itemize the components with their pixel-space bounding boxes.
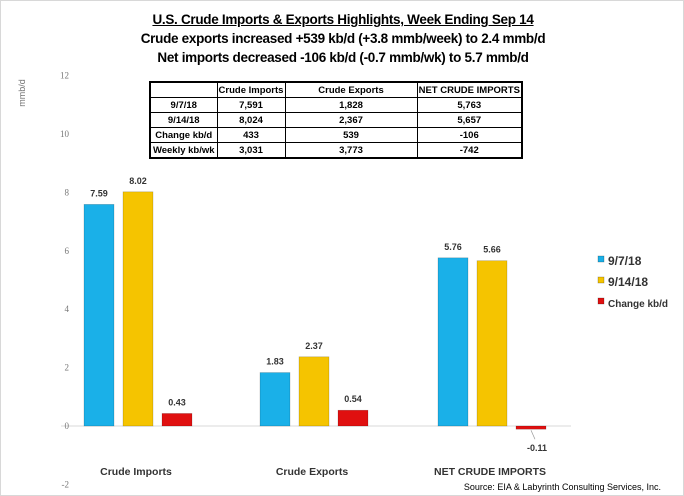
category-label: Crude Exports [276, 466, 349, 478]
data-label: 2.37 [305, 341, 323, 351]
bar [122, 191, 154, 427]
data-label: -0.11 [527, 443, 547, 453]
bar [337, 409, 369, 427]
y-tick-label: 4 [65, 304, 70, 314]
data-label: 5.66 [483, 245, 501, 255]
y-tick-label: 0 [65, 421, 70, 431]
table-cell: Weekly kb/wk [149, 142, 218, 159]
y-tick-label: 6 [65, 246, 70, 256]
table-cell: 1,828 [284, 97, 418, 113]
bar [515, 425, 547, 430]
data-label: 1.83 [266, 357, 284, 367]
y-tick-label: 12 [60, 71, 69, 81]
table-cell: 3,031 [216, 142, 286, 159]
bar [476, 260, 508, 427]
table-cell: 9/7/18 [149, 97, 218, 113]
legend-label: 9/14/18 [608, 275, 648, 289]
leader-line [530, 430, 536, 440]
y-axis-label: mmb/d [17, 79, 27, 107]
bar [83, 204, 115, 427]
source-note: Source: EIA & Labyrinth Consulting Servi… [463, 482, 661, 492]
table-cell: 3,773 [284, 142, 418, 159]
bar [161, 413, 193, 427]
y-tick-label: 8 [65, 187, 70, 197]
table-row: 9/7/18 7,591 1,828 5,763 [149, 97, 523, 113]
category-label: NET CRUDE IMPORTS [434, 466, 546, 478]
table-cell: 7,591 [216, 97, 286, 113]
table-cell: 9/14/18 [149, 112, 218, 128]
legend-swatch [597, 255, 605, 263]
table-cell: Change kb/d [149, 127, 218, 143]
table-cell: 5,763 [416, 97, 523, 113]
y-tick-label: 10 [60, 129, 70, 139]
table-row: Change kb/d 433 539 -106 [149, 127, 523, 143]
table-cell: 2,367 [284, 112, 418, 128]
table-header-cell: Crude Exports [284, 81, 418, 98]
bar [298, 356, 330, 427]
legend-label: 9/7/18 [608, 254, 642, 268]
table-row: Weekly kb/wk 3,031 3,773 -742 [149, 142, 523, 159]
legend-label: Change kb/d [608, 299, 668, 310]
category-label: Crude Imports [100, 466, 172, 478]
bar [259, 372, 291, 427]
table-cell: 433 [216, 127, 286, 143]
data-label: 0.43 [168, 397, 186, 407]
subtitle-net-imports: Net imports decreased -106 kb/d (-0.7 mm… [157, 50, 529, 65]
subtitle-exports: Crude exports increased +539 kb/d (+3.8 … [140, 31, 546, 46]
table-header-cell [149, 81, 218, 98]
table-cell: 5,657 [416, 112, 523, 128]
table-header-cell: Crude Imports [216, 81, 286, 98]
data-label: 7.59 [90, 188, 108, 198]
table-header-cell: NET CRUDE IMPORTS [416, 81, 523, 98]
table-row: 9/14/18 8,024 2,367 5,657 [149, 112, 523, 128]
y-tick-label: 2 [65, 363, 70, 373]
data-label: 0.54 [344, 394, 362, 404]
table-cell: -742 [416, 142, 523, 159]
table-cell: 539 [284, 127, 418, 143]
legend-swatch [597, 276, 605, 284]
y-tick-label: -2 [62, 479, 70, 489]
table-cell: -106 [416, 127, 523, 143]
chart-title: U.S. Crude Imports & Exports Highlights,… [152, 12, 534, 27]
bar [437, 257, 469, 427]
data-label: 5.76 [444, 242, 462, 252]
table-header-row: Crude Imports Crude Exports NET CRUDE IMPO… [149, 81, 523, 98]
summary-table: Crude Imports Crude Exports NET CRUDE IMPO… [149, 81, 523, 159]
table-cell: 8,024 [216, 112, 286, 128]
legend-swatch [597, 297, 605, 305]
data-label: 8.02 [129, 176, 147, 186]
